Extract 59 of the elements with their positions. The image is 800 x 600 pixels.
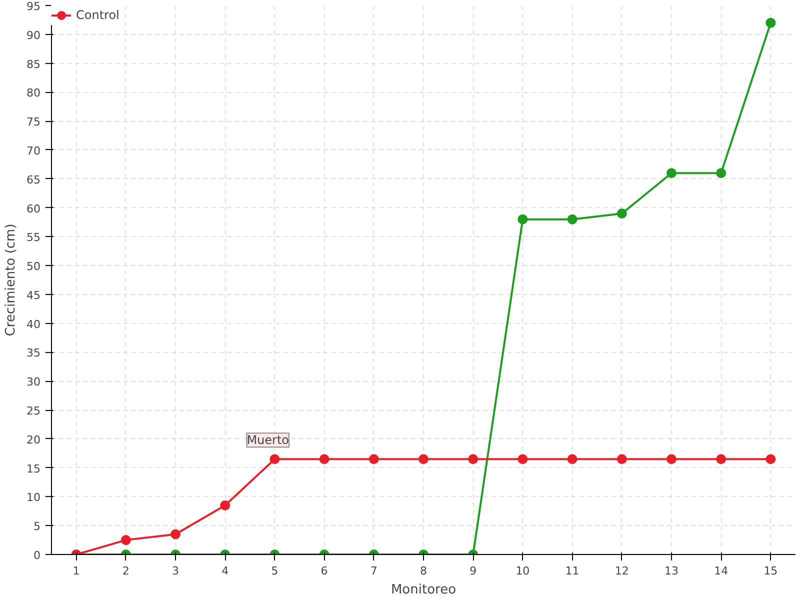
x-tick-label: 9 [470, 564, 477, 578]
x-tick-label: 6 [320, 564, 328, 578]
point [518, 454, 528, 464]
x-tick-label: 4 [222, 564, 229, 578]
point [766, 454, 776, 464]
point [716, 168, 726, 178]
x-tick-label: 1 [72, 564, 80, 578]
point [518, 214, 528, 224]
y-tick-label: 35 [26, 346, 41, 360]
point [170, 529, 180, 540]
y-tick-label: 25 [26, 404, 41, 418]
y-tick-label: 30 [26, 376, 41, 389]
point [319, 454, 330, 464]
x-tick-label: 3 [172, 564, 179, 578]
x-tick-label: 11 [565, 564, 580, 578]
x-tick-label: 8 [420, 564, 427, 578]
point [766, 18, 776, 28]
point [567, 454, 578, 464]
x-tick-label: 13 [664, 564, 678, 578]
x-axis-title: Monitoreo [390, 582, 456, 598]
y-tick-label: 95 [26, 0, 41, 13]
y-tick-label: 40 [26, 318, 41, 331]
point [468, 454, 478, 464]
point [616, 454, 627, 464]
point [120, 535, 131, 546]
x-tick-label: 10 [516, 564, 530, 578]
point [666, 454, 676, 464]
point [418, 454, 428, 464]
y-tick-label: 90 [26, 28, 41, 42]
y-tick-label: 55 [26, 231, 41, 244]
y-axis-title: Crecimiento (cm) [4, 224, 19, 336]
point [270, 454, 280, 464]
point [666, 168, 676, 178]
annotation: Muerto [246, 433, 290, 448]
y-tick-label: 15 [26, 462, 41, 476]
x-tick-label: 12 [614, 564, 629, 578]
y-tick-label: 20 [26, 433, 41, 446]
point [368, 454, 379, 464]
x-tick-label: 5 [271, 564, 278, 578]
y-tick-label: 85 [26, 58, 41, 71]
x-tick-label: 7 [370, 564, 378, 578]
x-tick-label: 15 [764, 564, 778, 578]
point [716, 454, 726, 464]
y-tick-label: 0 [34, 549, 40, 562]
point [567, 214, 578, 224]
y-tick-label: 75 [26, 116, 41, 129]
y-tick-label: 45 [26, 288, 41, 302]
y-tick-label: 60 [26, 202, 41, 216]
y-tick-label: 65 [26, 173, 41, 186]
x-tick-label: 2 [122, 564, 130, 578]
point [220, 500, 230, 510]
point [616, 208, 627, 219]
y-tick-label: 5 [34, 520, 40, 534]
y-tick-label: 70 [26, 144, 41, 158]
y-tick-label: 50 [26, 260, 41, 274]
y-tick-label: 10 [26, 491, 41, 504]
y-tick-label: 80 [26, 86, 41, 100]
x-tick-label: 14 [714, 564, 728, 578]
legend-label: Control [76, 8, 120, 22]
